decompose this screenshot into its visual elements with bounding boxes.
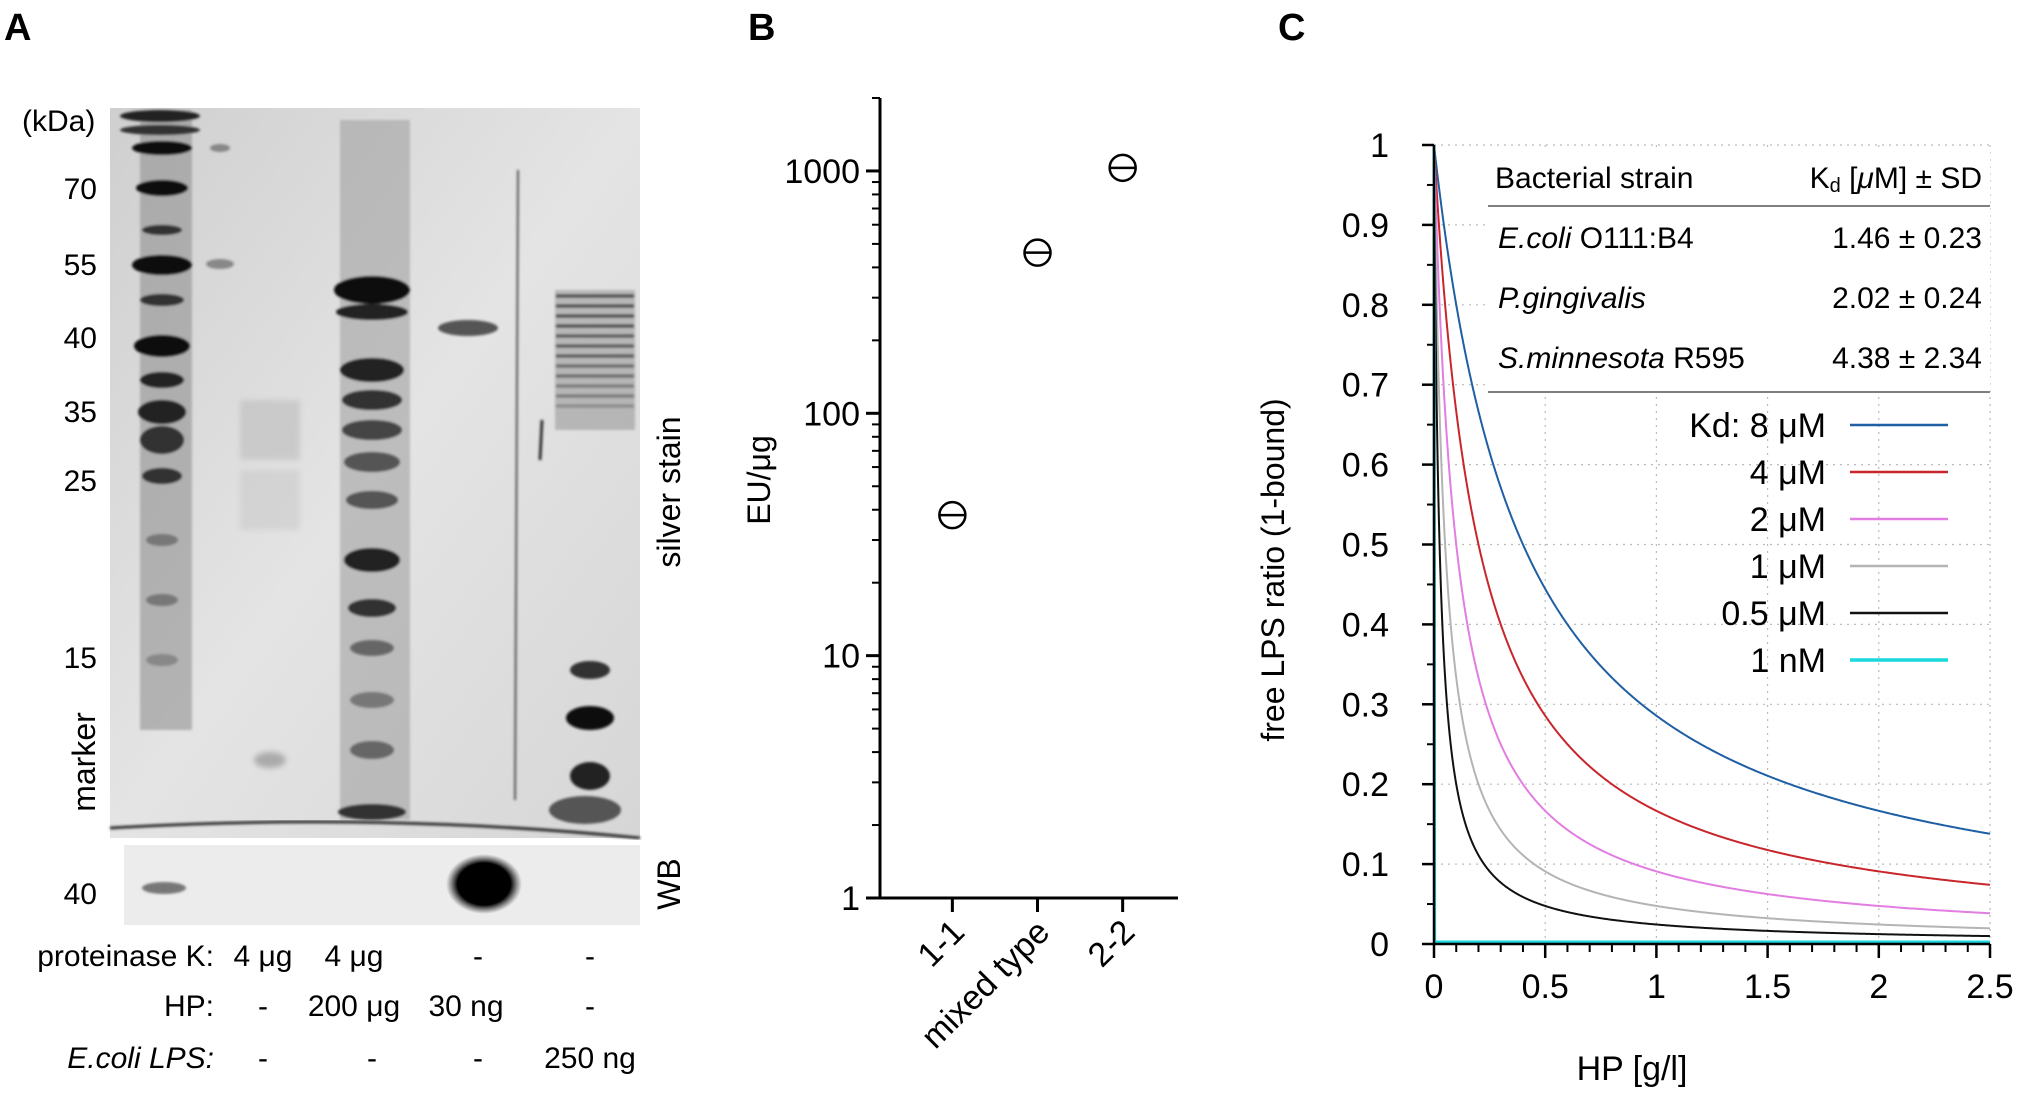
lane-value: 200 μg [308, 990, 400, 1023]
b-y-axis-label: EU/μg [741, 435, 777, 525]
c-x-tick-label: 1 [1647, 968, 1666, 1006]
table-kd-value: 2.02 ± 0.24 [1832, 282, 1982, 315]
kda-label: (kDa) [22, 105, 95, 138]
marker-size-label: 35 [64, 396, 97, 429]
c-y-tick-label: 0.9 [1342, 207, 1389, 245]
marker-lane [120, 110, 234, 730]
c-table-backdrop [1488, 150, 1990, 392]
panel-a-letter: A [4, 7, 31, 49]
c-y-tick-label: 0 [1370, 926, 1389, 964]
table-header-strain: Bacterial strain [1495, 162, 1693, 195]
panel-a: A [4, 7, 687, 1075]
b-x-tick-label: 2-2 [1081, 913, 1143, 975]
wb-marker-size-label: 40 [64, 878, 97, 911]
c-x-axis-label: HP [g/l] [1577, 1050, 1688, 1088]
c-x-tick-label: 2.5 [1966, 968, 2013, 1006]
c-series-line [1433, 145, 1991, 930]
lane-value: - [585, 990, 595, 1023]
lane-4-lps-ladder [549, 290, 635, 824]
c-y-tick-label: 0.3 [1342, 686, 1389, 724]
c-legend-label: 0.5 μM [1721, 595, 1826, 633]
c-y-tick-label: 0.8 [1342, 287, 1389, 325]
c-x-tick-label: 2 [1869, 968, 1888, 1006]
b-y-tick-label: 1000 [784, 153, 860, 191]
table-kd-value: 4.38 ± 2.34 [1832, 342, 1982, 375]
lane-value: 4 μg [234, 940, 293, 973]
b-data-point [1108, 153, 1137, 183]
table-strain: S.minnesota R595 [1498, 342, 1745, 375]
marker-label: marker [66, 712, 102, 812]
c-legend-label: 4 μM [1750, 454, 1826, 492]
lane-value: 250 ng [544, 1042, 636, 1075]
panel-b-letter: B [748, 7, 775, 49]
c-x-tick-label: 0.5 [1522, 968, 1569, 1006]
lane-value: - [258, 1042, 268, 1075]
lane-2 [334, 120, 410, 820]
c-x-tick-label: 1.5 [1744, 968, 1791, 1006]
kd-table: Bacterial strain Kd [μM] ± SD E.coli O11… [1488, 162, 1990, 393]
marker-size-label: 15 [64, 642, 97, 675]
lane-value: - [585, 940, 595, 973]
c-legend-label: 1 μM [1750, 548, 1826, 586]
silver-stain-gel [109, 108, 641, 840]
c-y-tick-label: 0.1 [1342, 846, 1389, 884]
b-y-tick-label: 1 [841, 880, 860, 918]
panel-c-letter: C [1278, 7, 1305, 49]
lane-value: - [473, 1042, 483, 1075]
b-data-point [1023, 238, 1052, 267]
b-x-tick-label: 1-1 [910, 913, 972, 975]
c-x-tick-label: 0 [1425, 968, 1444, 1006]
treatment-label-hp: HP: [164, 990, 214, 1023]
c-series-line [1433, 144, 1991, 886]
c-legend-label: 2 μM [1750, 501, 1826, 539]
c-y-tick-label: 0.4 [1342, 606, 1389, 644]
table-strain: E.coli O111:B4 [1498, 222, 1694, 255]
lane-value: - [258, 990, 268, 1023]
marker-size-label: 25 [64, 465, 97, 498]
c-series-line [1433, 145, 1991, 938]
c-y-tick-label: 0.2 [1342, 766, 1389, 804]
marker-size-label: 55 [64, 249, 97, 282]
table-header-kd: Kd [μM] ± SD [1810, 162, 1982, 197]
western-blot-strip [124, 845, 640, 925]
treatment-label-proteinase-k: proteinase K: [37, 940, 214, 973]
b-data-point [938, 500, 967, 530]
c-series-line [1433, 144, 1991, 915]
wb-label: WB [651, 858, 687, 910]
marker-size-label: 70 [64, 173, 97, 206]
lane-value: 4 μg [325, 940, 384, 973]
table-kd-value: 1.46 ± 0.23 [1832, 222, 1982, 255]
treatment-label-ecoli-lps: E.coli LPS: [67, 1042, 214, 1075]
lane-value: - [473, 940, 483, 973]
c-y-axis-label: free LPS ratio (1-bound) [1255, 398, 1291, 741]
b-y-tick-label: 100 [803, 395, 860, 433]
table-strain: P.gingivalis [1498, 282, 1646, 315]
silver-stain-label: silver stain [651, 416, 687, 567]
lane-1 [240, 400, 300, 768]
c-legend-label: 1 nM [1750, 642, 1826, 680]
panel-c: C free LPS ratio (1-bound) HP [g/l] 0 0.1… [1255, 7, 2014, 1088]
b-y-tick-label: 10 [822, 638, 860, 676]
c-y-tick-label: 0.5 [1342, 527, 1389, 565]
lane-value: - [367, 1042, 377, 1075]
c-y-tick-label: 0.6 [1342, 447, 1389, 485]
lane-3 [438, 169, 544, 801]
lane-value: 30 ng [428, 990, 503, 1023]
c-legend-label: Kd: 8 μM [1689, 407, 1826, 445]
c-y-tick-label: 1 [1370, 127, 1389, 165]
c-series-line [1433, 144, 1991, 835]
marker-size-label: 40 [64, 322, 97, 355]
c-y-tick-label: 0.7 [1342, 367, 1389, 405]
